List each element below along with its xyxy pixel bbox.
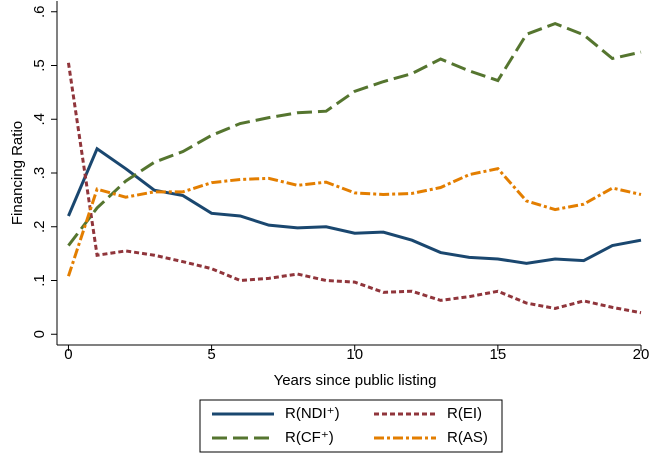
x-tick-label: 0 <box>64 346 72 363</box>
series-line <box>66 62 642 315</box>
x-axis-label: Years since public listing <box>274 372 437 389</box>
legend-label: R(NDI⁺) <box>285 405 340 422</box>
y-axis-label: Financing Ratio <box>9 121 26 225</box>
y-tick-label: .1 <box>31 274 48 287</box>
legend-box <box>199 399 503 453</box>
series-line <box>67 167 642 277</box>
y-tick-label: .2 <box>31 220 48 233</box>
legend-label: R(AS) <box>447 429 488 446</box>
y-tick-label: .5 <box>31 59 48 72</box>
y-tick-label: .6 <box>31 5 48 18</box>
y-tick-label: .4 <box>31 113 48 126</box>
y-tick-label: .3 <box>31 167 48 180</box>
y-tick-label: 0 <box>31 330 48 338</box>
x-tick-label: 20 <box>633 346 650 363</box>
x-tick-label: 10 <box>346 346 363 363</box>
series-line <box>67 146 642 265</box>
legend-label: R(EI) <box>447 405 482 422</box>
legend-label: R(CF⁺) <box>285 429 334 446</box>
series-line <box>67 21 642 247</box>
x-tick-label: 5 <box>207 346 215 363</box>
x-tick-label: 15 <box>490 346 507 363</box>
